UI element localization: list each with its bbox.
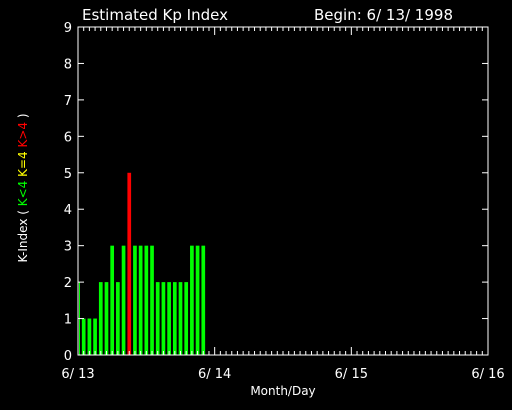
y-tick-label: 5 (64, 167, 72, 182)
y-label-part: K=4 (16, 148, 30, 177)
bar (144, 245, 149, 355)
bar (81, 318, 86, 355)
x-tick-label: 6/ 15 (335, 367, 368, 382)
bar (161, 282, 166, 355)
bar (121, 245, 126, 355)
bar (201, 245, 206, 355)
bar (87, 318, 92, 355)
bar (172, 282, 177, 355)
y-tick-label: 1 (64, 313, 72, 328)
bar (98, 282, 103, 355)
bar (133, 245, 137, 355)
y-label-part: K<4 (16, 177, 30, 206)
y-tick-label: 8 (64, 57, 72, 72)
chart-subtitle: Begin: 6/ 13/ 1998 (314, 6, 453, 24)
x-tick-label: 6/ 13 (61, 367, 94, 382)
chart-title: Estimated Kp Index (82, 6, 228, 24)
y-tick-label: 4 (64, 203, 72, 218)
axes-group: 0 1 2 3 4 5 6 7 8 9 6/ 13 6/ 14 6/ 15 6/ 16 (61, 21, 504, 382)
y-label-prefix: K-Index ( (16, 206, 30, 262)
x-axis-label: Month/Day (250, 384, 315, 398)
y-tick-label: 9 (64, 21, 72, 36)
bar (167, 282, 171, 355)
bar (155, 282, 160, 355)
y-label-suffix: ) (16, 113, 30, 118)
bar (184, 282, 189, 355)
y-tick-label: 3 (64, 240, 72, 255)
x-tick-label: 6/ 16 (471, 367, 504, 382)
bar (110, 245, 115, 355)
bar (116, 282, 120, 355)
bar (93, 318, 97, 355)
y-tick-label: 6 (64, 130, 72, 145)
bar (150, 245, 154, 355)
y-tick-label: 2 (64, 276, 72, 291)
bars-group (79, 172, 206, 355)
y-tick-label: 7 (64, 94, 72, 109)
bar (127, 172, 132, 355)
bar (190, 245, 194, 355)
bar (104, 282, 109, 355)
x-tick-label: 6/ 14 (198, 367, 231, 382)
bar (195, 245, 200, 355)
bar (178, 282, 183, 355)
y-label-part: K>4 (16, 118, 30, 147)
bar (138, 245, 143, 355)
y-axis-label: K-Index ( K<4 K=4 K>4 ) (16, 113, 30, 262)
y-tick-label: 0 (64, 349, 72, 364)
